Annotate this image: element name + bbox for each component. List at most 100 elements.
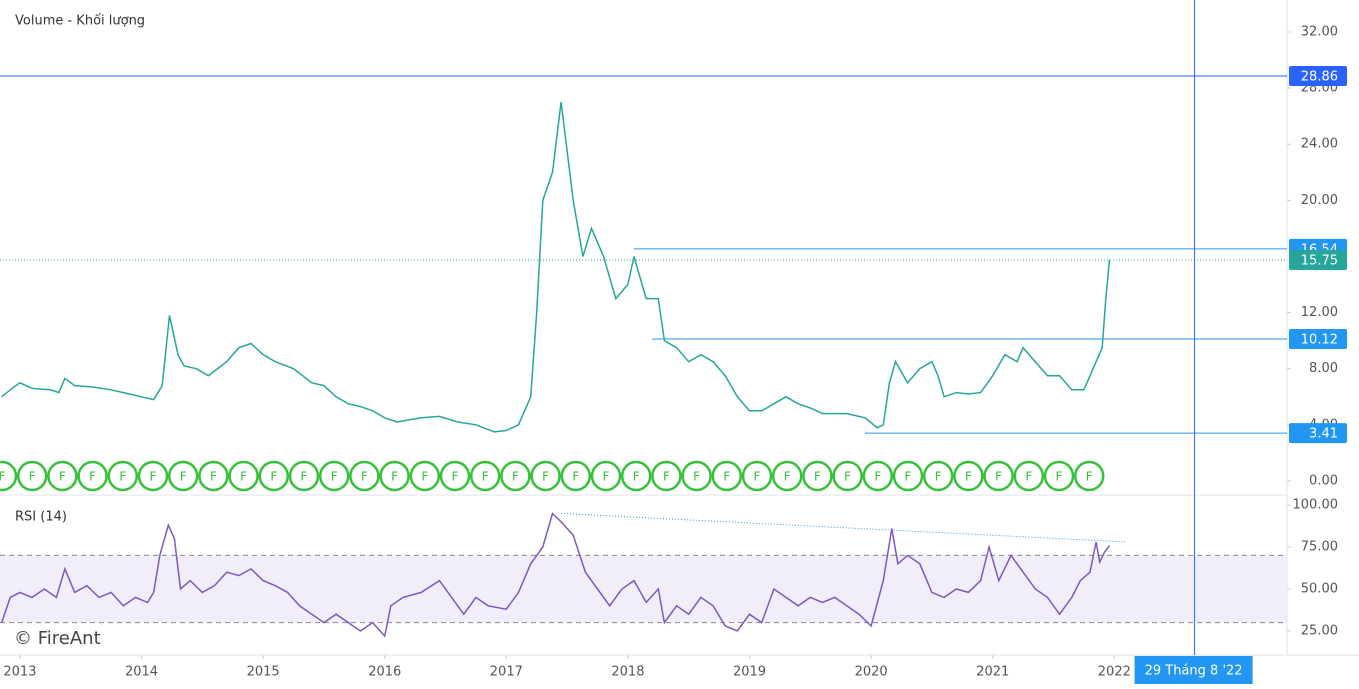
crosshair-label: 29 Tháng 8 '22 (1145, 664, 1243, 679)
price-label-box (1289, 328, 1347, 349)
y-tick-label: 24.00 (1301, 137, 1338, 152)
report-marker-label: F (905, 470, 912, 484)
price-label-box (1289, 249, 1347, 270)
price-label: 3.41 (1309, 427, 1338, 442)
report-marker-label: F (723, 470, 730, 484)
watermark: © FireAnt (14, 628, 101, 649)
report-marker-label: F (633, 470, 640, 484)
report-marker (771, 460, 803, 492)
report-marker-label: F (693, 470, 700, 484)
report-marker (0, 460, 18, 492)
report-marker-label: F (240, 470, 247, 484)
report-marker (228, 460, 259, 492)
x-tick-label: 2022 (1098, 665, 1131, 680)
y-tick-label: 8.00 (1309, 361, 1338, 376)
x-tick-label: 2019 (733, 665, 766, 680)
report-marker (349, 460, 380, 492)
report-marker-label: F (754, 470, 761, 484)
report-marker-label: F (784, 470, 791, 484)
report-marker (620, 460, 652, 492)
report-marker (832, 460, 863, 492)
report-marker-label: F (150, 470, 157, 484)
report-marker (258, 460, 290, 492)
report-marker-label: F (331, 470, 338, 484)
report-marker (16, 460, 48, 492)
report-marker (77, 460, 108, 492)
report-marker-label: F (572, 470, 579, 484)
y-tick-label: 12.00 (1301, 305, 1338, 320)
report-marker-label: F (119, 470, 126, 484)
report-marker (500, 460, 531, 492)
report-marker (288, 460, 320, 492)
report-marker-label: F (663, 470, 670, 484)
rsi-tick-label: 75.00 (1301, 540, 1338, 555)
report-marker (711, 460, 743, 492)
series-line (1, 102, 1111, 433)
report-marker (379, 460, 410, 492)
rsi-tick-label: 50.00 (1301, 582, 1338, 597)
report-marker-label: F (59, 470, 66, 484)
report-marker-label: F (391, 470, 398, 484)
report-marker (107, 460, 139, 492)
report-marker-label: F (603, 470, 610, 484)
report-marker (651, 460, 682, 492)
rsi-title: RSI (14) (15, 510, 67, 525)
report-marker (167, 460, 199, 492)
report-marker-label: F (1056, 470, 1063, 484)
report-marker-label: F (542, 470, 549, 484)
report-marker-label: F (482, 470, 489, 484)
report-marker (198, 460, 229, 492)
report-marker (47, 460, 78, 492)
x-tick-label: 2016 (368, 665, 401, 680)
report-marker-label: F (1025, 470, 1032, 484)
rsi-tick-label: 25.00 (1301, 623, 1338, 638)
x-tick-label: 2020 (855, 665, 888, 680)
price-label-box (1289, 66, 1347, 87)
y-tick-label: 20.00 (1301, 193, 1338, 208)
x-tick-label: 2015 (247, 665, 280, 680)
rsi-trendline (561, 512, 1127, 543)
report-marker-label: F (965, 470, 972, 484)
crosshair-label-box (1134, 656, 1253, 684)
report-marker (802, 460, 833, 492)
report-marker-label: F (0, 470, 6, 484)
report-marker-label: F (844, 470, 851, 484)
rsi-band (0, 555, 1287, 623)
report-marker-label: F (421, 470, 428, 484)
report-marker-label: F (29, 470, 36, 484)
report-marker (741, 460, 773, 492)
report-marker (892, 460, 924, 492)
report-marker (469, 460, 501, 492)
report-marker-label: F (512, 470, 519, 484)
price-label: 28.86 (1301, 70, 1338, 85)
report-marker (1043, 460, 1075, 492)
x-tick-label: 2018 (611, 665, 644, 680)
x-tick-label: 2013 (3, 665, 36, 680)
report-marker (530, 460, 561, 492)
report-marker-label: F (874, 470, 881, 484)
series-line (0, 512, 1111, 638)
report-marker-label: F (452, 470, 459, 484)
y-tick-label: 0.00 (1309, 473, 1338, 488)
y-tick-label: 32.00 (1301, 24, 1338, 39)
report-marker-label: F (89, 470, 96, 484)
report-marker-label: F (301, 470, 308, 484)
report-marker (862, 460, 894, 492)
report-marker (1013, 460, 1045, 492)
report-marker (409, 460, 441, 492)
price-label: 15.75 (1301, 253, 1338, 268)
price-label: 10.12 (1301, 332, 1338, 347)
report-marker-label: F (361, 470, 368, 484)
report-marker (137, 460, 169, 492)
price-label-box (1289, 423, 1347, 444)
report-marker (983, 460, 1014, 492)
report-marker-label: F (814, 470, 821, 484)
x-tick-label: 2021 (976, 665, 1009, 680)
report-marker-label: F (270, 470, 277, 484)
report-marker-label: F (210, 470, 217, 484)
report-marker (953, 460, 984, 492)
report-marker (1073, 460, 1105, 492)
panel-title: Volume - Khối lượng (15, 14, 145, 29)
